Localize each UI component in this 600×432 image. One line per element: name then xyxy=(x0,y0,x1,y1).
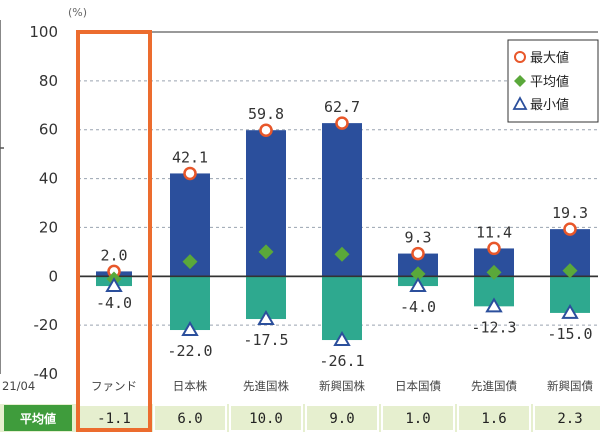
average-value: 10.0 xyxy=(249,411,283,427)
average-cell xyxy=(153,404,227,432)
min-value-label: -22.0 xyxy=(167,342,212,360)
avg-marker xyxy=(258,244,274,260)
max-value-label: 19.3 xyxy=(552,204,588,222)
avg-marker xyxy=(182,254,198,270)
min-value-label: -26.1 xyxy=(319,352,364,370)
y-tick-label: 60 xyxy=(39,121,58,139)
avg-marker xyxy=(334,246,350,262)
average-cell xyxy=(305,404,379,432)
legend-max-label: 最大値 xyxy=(530,50,569,66)
avg-marker xyxy=(410,266,426,282)
category-label: 日本国債 xyxy=(395,379,441,393)
average-cell xyxy=(381,404,455,432)
legend-avg-marker xyxy=(514,75,526,87)
bar-positive xyxy=(398,253,438,277)
max-marker xyxy=(411,246,425,261)
average-cell xyxy=(229,404,303,432)
average-row-header-bg xyxy=(4,405,72,431)
y-tick-label: -20 xyxy=(34,316,59,334)
legend-avg-label: 平均値 xyxy=(530,74,569,90)
category-label: 日本株 xyxy=(173,379,208,393)
average-value: 6.0 xyxy=(177,411,202,427)
max-value-label: 59.8 xyxy=(248,105,284,123)
category-label: ファンド xyxy=(91,379,137,393)
average-cell xyxy=(457,404,531,432)
max-marker xyxy=(335,116,349,130)
max-marker xyxy=(259,123,273,137)
y-tick-label: -40 xyxy=(34,365,59,383)
max-value-label: 9.3 xyxy=(404,229,431,247)
max-value-label: 2.0 xyxy=(100,246,127,264)
average-value: -1.1 xyxy=(97,411,131,427)
max-value-label: 11.4 xyxy=(476,223,512,241)
category-label: 先進国債 xyxy=(471,379,517,393)
fund-highlight-frame xyxy=(76,30,152,432)
average-value: 2.3 xyxy=(557,411,582,427)
min-value-label: -17.5 xyxy=(243,331,288,349)
left-date-label: 21/04 xyxy=(2,379,35,393)
min-marker xyxy=(333,331,351,347)
max-marker xyxy=(487,241,501,256)
average-row-bg xyxy=(0,404,600,432)
min-marker xyxy=(561,303,579,319)
min-marker xyxy=(257,310,275,326)
legend-min-label: 最小値 xyxy=(530,97,569,113)
category-label: 新興国債 xyxy=(547,379,593,393)
max-value-label: 42.1 xyxy=(172,148,208,166)
legend-min-marker xyxy=(512,96,528,110)
y-tick-label: 80 xyxy=(39,72,58,90)
average-cell xyxy=(533,404,600,432)
max-marker xyxy=(563,222,577,236)
category-label: 先進国株 xyxy=(243,379,289,393)
average-value: 1.0 xyxy=(405,411,430,427)
average-row-header: 平均値 xyxy=(20,411,56,426)
min-marker xyxy=(105,277,123,293)
min-marker xyxy=(409,277,427,293)
max-marker xyxy=(183,166,197,181)
y-tick-label: 0 xyxy=(48,267,58,285)
y-tick-label: 40 xyxy=(39,170,58,188)
unit-label: (%) xyxy=(68,6,87,19)
y-tick-label: 100 xyxy=(29,23,58,41)
min-value-label: -4.0 xyxy=(96,294,132,312)
min-marker xyxy=(485,297,503,313)
average-value: 9.0 xyxy=(329,411,354,427)
average-value: 1.6 xyxy=(481,411,506,427)
max-value-label: 62.7 xyxy=(324,98,360,116)
avg-marker xyxy=(562,263,578,279)
bar-negative xyxy=(322,276,362,341)
y-tick-label: 20 xyxy=(39,218,58,236)
min-value-label: -4.0 xyxy=(400,298,436,316)
avg-marker xyxy=(486,264,502,280)
legend-max-marker xyxy=(514,51,526,63)
min-value-label: -12.3 xyxy=(471,318,516,336)
category-label: 新興国株 xyxy=(319,379,365,393)
min-marker xyxy=(181,321,199,337)
min-value-label: -15.0 xyxy=(547,325,592,343)
